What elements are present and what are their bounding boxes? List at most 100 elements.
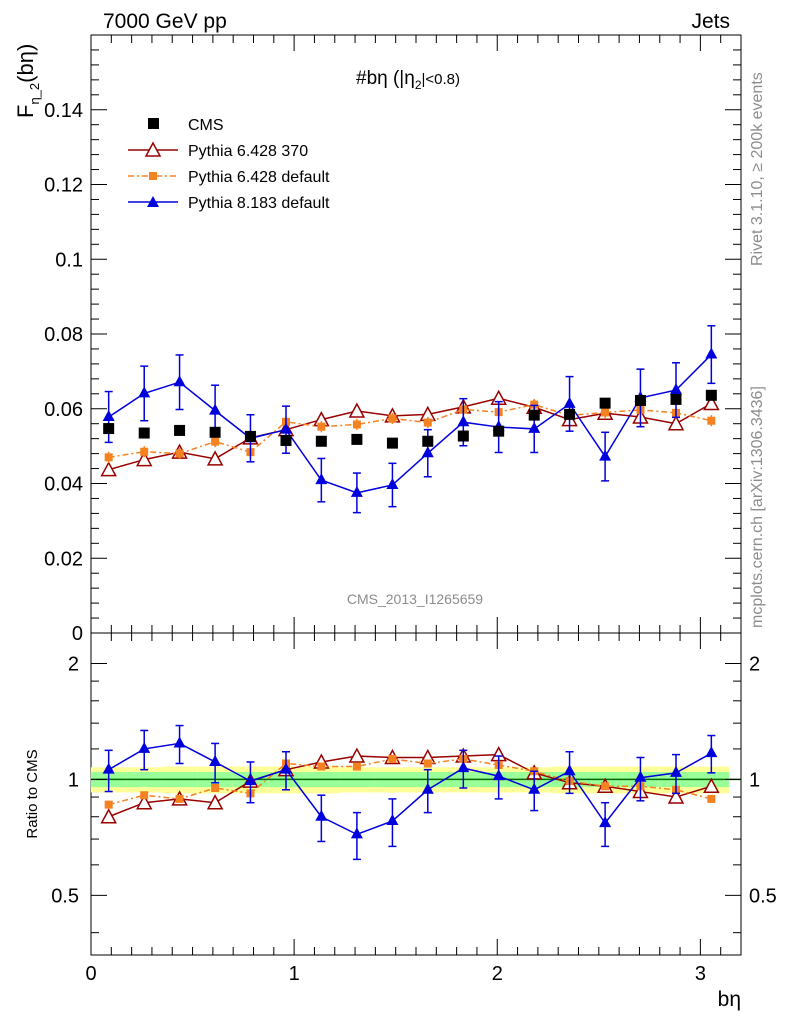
main-point-p8-default: [599, 449, 612, 461]
ratio-point-p6-default: [140, 791, 149, 800]
main-point-cms: [386, 437, 398, 449]
ratio-point-p8-default: [138, 741, 151, 753]
main-point-cms: [422, 435, 434, 447]
main-point-p6-default: [707, 416, 716, 425]
main-y-tick-label: 0.08: [44, 324, 83, 346]
ratio-point-p8-default: [563, 764, 576, 776]
legend-entry-p8-default: Pythia 8.183 default: [128, 195, 330, 212]
ratio-point-p8-default: [280, 762, 292, 774]
ratio-point-p6-370: [100, 808, 117, 824]
x-tick-label: 1: [289, 963, 300, 985]
main-point-p8-default: [209, 403, 222, 415]
ratio-point-p8-default: [457, 761, 470, 773]
main-point-cms: [138, 427, 150, 439]
legend-marker-cms: [148, 118, 159, 129]
ratio-y-tick-label-right: 0.5: [749, 885, 777, 907]
ratio-point-p8-default: [492, 769, 505, 781]
main-point-p8-default: [563, 396, 576, 408]
ratio-point-p8-default: [670, 765, 682, 777]
main-point-p8-default: [457, 415, 470, 427]
main-series-group: [100, 325, 720, 514]
y-label-tail: (bη): [13, 44, 38, 83]
legend-label-p8-default: Pythia 8.183 default: [188, 195, 330, 212]
side-text-mcplots: mcplots.cern.ch [arXiv:1306.3436]: [749, 386, 766, 628]
main-point-cms: [244, 430, 256, 442]
ratio-point-p8-default: [102, 762, 115, 774]
main-point-p6-default: [104, 453, 113, 462]
ratio-line-p6-370: [108, 753, 712, 818]
main-line-p6-370: [108, 397, 712, 471]
ratio-series-group: [100, 724, 720, 861]
analysis-watermark: CMS_2013_I1265659: [347, 591, 483, 607]
legend-marker-p8-default: [147, 196, 159, 207]
plot-title-subscript: 2: [415, 78, 422, 92]
main-point-p8-default: [173, 375, 186, 387]
x-tick-label: 2: [492, 963, 503, 985]
header-right-label: Jets: [691, 10, 730, 33]
ratio-axis-ticks: 0.5 0.5 1 1 2 2 0 1 2 3: [51, 633, 777, 985]
main-axis-ticks: 0 0.02 0.04 0.06 0.08 0.1 0.12 0.14: [44, 35, 742, 645]
main-point-p6-370: [100, 461, 117, 477]
main-y-tick-label: 0.04: [44, 474, 83, 496]
ratio-point-p6-370: [348, 747, 366, 763]
main-series-p8-default: [102, 325, 718, 514]
main-point-cms: [493, 425, 505, 437]
main-point-p6-370: [206, 450, 224, 466]
legend-entry-p6-default: Pythia 6.428 default: [128, 169, 330, 186]
main-point-cms: [280, 435, 292, 447]
main-point-cms: [209, 426, 221, 438]
main-point-cms: [599, 397, 611, 409]
main-point-p8-default: [138, 386, 151, 398]
ratio-point-p8-default: [528, 782, 541, 794]
main-point-p8-default: [280, 422, 292, 434]
main-point-p6-default: [211, 437, 220, 446]
ratio-point-p8-default: [350, 827, 363, 839]
ratio-line-p6-default: [108, 758, 712, 806]
plot-title: #bη (|η2|<0.8): [356, 68, 460, 92]
main-point-p6-370: [667, 415, 685, 431]
main-y-tick-label: 0.06: [44, 399, 83, 421]
main-point-p6-default: [423, 418, 432, 427]
legend: CMS Pythia 6.428 370 Pythia 6.428 defaul…: [128, 117, 330, 212]
main-point-p6-default: [140, 447, 149, 456]
ratio-point-p6-default: [707, 794, 716, 803]
ratio-point-p6-default: [423, 759, 432, 768]
ratio-point-p6-default: [104, 800, 113, 809]
ratio-point-p6-370: [667, 788, 685, 804]
main-point-p6-default: [317, 422, 326, 431]
ratio-y-axis-label: Ratio to CMS: [24, 749, 41, 838]
main-point-p8-default: [102, 409, 115, 421]
main-point-p8-default: [350, 485, 363, 497]
x-axis-label: bη: [718, 988, 741, 1011]
x-tick-label: 3: [695, 963, 706, 985]
main-point-p6-370: [348, 402, 366, 418]
plot-title-tail: |<0.8): [422, 71, 461, 88]
ratio-y-tick-label: 0.5: [51, 885, 79, 907]
ratio-y-tick-label-right: 2: [749, 653, 760, 675]
ratio-point-p8-default: [209, 754, 222, 766]
legend-label-cms: CMS: [188, 117, 224, 134]
main-series-cms: [103, 389, 717, 449]
ratio-point-p6-default: [352, 762, 361, 771]
main-y-tick-label: 0: [72, 623, 83, 645]
ratio-point-p8-default: [244, 774, 257, 786]
main-y-tick-label: 0.02: [44, 548, 83, 570]
header-left-label: 7000 GeV pp: [103, 10, 227, 33]
main-point-cms: [634, 395, 646, 407]
ratio-point-p6-default: [175, 794, 184, 803]
ratio-y-tick-label: 2: [68, 653, 79, 675]
ratio-point-p8-default: [421, 782, 434, 794]
main-y-axis-label: Fη_2(bη): [13, 44, 42, 118]
ratio-point-p6-default: [211, 783, 220, 792]
legend-marker-p6-default: [149, 172, 157, 180]
main-line-p6-default: [108, 403, 712, 459]
ratio-point-p6-default: [317, 762, 326, 771]
main-line-p8-default: [108, 354, 712, 494]
main-y-tick-label: 0.1: [55, 249, 83, 271]
x-tick-label: 0: [85, 963, 96, 985]
ratio-point-p6-370: [135, 794, 153, 810]
legend-marker-p6-370: [144, 141, 162, 157]
main-point-p8-default: [315, 473, 328, 485]
main-point-p6-370: [135, 450, 153, 467]
main-point-cms: [315, 435, 327, 447]
